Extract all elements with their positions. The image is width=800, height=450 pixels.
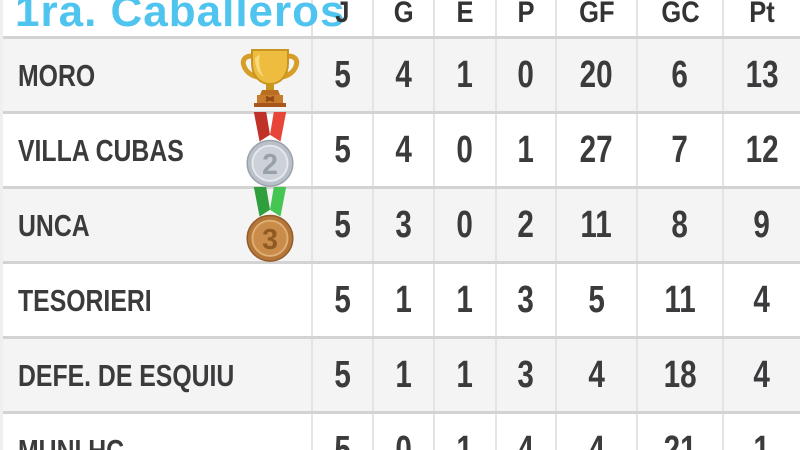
column-header-gf: GF [557, 0, 638, 36]
bronze-medal-icon: 3 [237, 186, 303, 264]
stat-pt: 9 [753, 204, 771, 246]
stat-gf: 4 [557, 414, 638, 450]
page-title: 1ra. Caballeros [15, 0, 346, 36]
stat-e: 1 [435, 414, 497, 450]
stat-j: 5 [313, 189, 374, 261]
stat-gc: 6 [638, 39, 724, 111]
team-name: MORO [18, 57, 96, 93]
team-name: TESORIERI [18, 282, 152, 318]
team-cell: TESORIERI [3, 264, 313, 336]
stat-p: 1 [497, 114, 557, 186]
stat-p: 0 [497, 39, 557, 111]
table-row: DEFE. DE ESQUIU 5 1 1 3 4 18 4 [3, 336, 800, 411]
team-name: DEFE. DE ESQUIU [18, 357, 235, 393]
stat-pt: 12 [745, 129, 779, 171]
stat-g: 1 [374, 339, 435, 411]
stat-g: 0 [374, 414, 435, 450]
stat-gf: 4 [557, 339, 638, 411]
stat-j: 5 [313, 114, 374, 186]
stat-j: 5 [313, 339, 374, 411]
column-header-e: E [435, 0, 497, 36]
stat-e: 1 [435, 39, 497, 111]
stat-j: 5 [313, 414, 374, 450]
stat-gf: 20 [557, 39, 638, 111]
table-row: TESORIERI 5 1 1 3 5 11 4 [3, 261, 800, 336]
svg-text:3: 3 [262, 224, 278, 256]
stat-e: 0 [435, 114, 497, 186]
gold-trophy-icon [237, 36, 303, 114]
team-name: VILLA CUBAS [18, 132, 184, 168]
team-cell: MUNI HC [3, 414, 313, 450]
team-cell: MORO [3, 39, 313, 111]
stat-e: 1 [435, 339, 497, 411]
stat-p: 4 [497, 414, 557, 450]
column-header-j: J [313, 0, 374, 36]
stat-gc: 11 [638, 264, 724, 336]
silver-medal-icon: 2 [237, 111, 303, 189]
team-cell: DEFE. DE ESQUIU [3, 339, 313, 411]
table-row: UNCA 3 5 3 0 2 11 8 9 [3, 186, 800, 264]
stat-gc: 21 [638, 414, 724, 450]
table-header: 1ra. Caballeros J G E P GF GC Pt [3, 0, 800, 36]
team-name: MUNI HC [18, 432, 125, 450]
table-row: MUNI HC 5 0 1 4 4 21 1 [3, 411, 800, 450]
stat-pt: 4 [753, 279, 771, 321]
stat-g: 3 [374, 189, 435, 261]
team-cell: VILLA CUBAS 2 [3, 111, 313, 189]
team-name: UNCA [18, 207, 90, 243]
column-header-g: G [374, 0, 435, 36]
column-header-gc: GC [638, 0, 724, 36]
stat-p: 3 [497, 339, 557, 411]
stat-p: 3 [497, 264, 557, 336]
stat-p: 2 [497, 189, 557, 261]
stat-pt: 1 [753, 429, 771, 450]
stat-pt: 13 [745, 54, 779, 96]
table-row: VILLA CUBAS 2 5 4 0 1 27 7 12 [3, 111, 800, 189]
stat-g: 1 [374, 264, 435, 336]
stat-e: 0 [435, 189, 497, 261]
stat-g: 4 [374, 114, 435, 186]
column-header-pt: Pt [749, 0, 775, 29]
stat-gf: 27 [557, 114, 638, 186]
stat-gf: 11 [557, 189, 638, 261]
table-row: MORO 5 4 1 0 [3, 36, 800, 111]
stat-pt: 4 [753, 354, 771, 396]
team-cell: UNCA 3 [3, 186, 313, 264]
stat-e: 1 [435, 264, 497, 336]
stat-gc: 7 [638, 114, 724, 186]
stat-g: 4 [374, 39, 435, 111]
column-header-p: P [497, 0, 557, 36]
stat-gf: 5 [557, 264, 638, 336]
stat-j: 5 [313, 264, 374, 336]
stat-gc: 8 [638, 189, 724, 261]
stat-gc: 18 [638, 339, 724, 411]
svg-text:2: 2 [262, 149, 278, 181]
stat-j: 5 [313, 39, 374, 111]
table-title-cell: 1ra. Caballeros [3, 0, 345, 36]
